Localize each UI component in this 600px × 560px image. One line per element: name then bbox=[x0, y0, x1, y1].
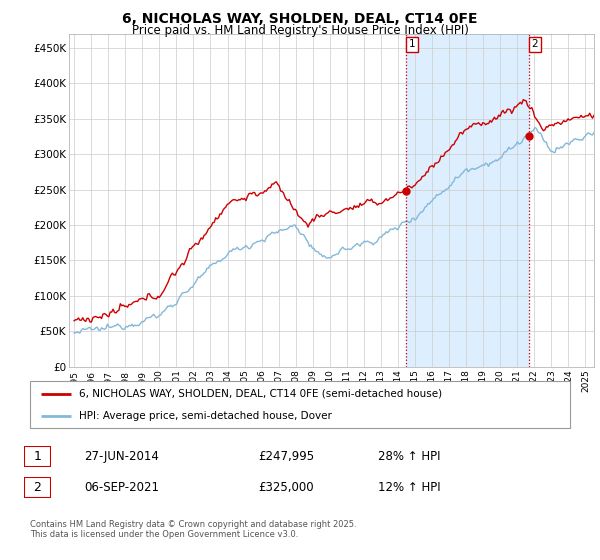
Text: 27-JUN-2014: 27-JUN-2014 bbox=[84, 450, 159, 463]
Text: £325,000: £325,000 bbox=[258, 480, 314, 494]
Text: 1: 1 bbox=[34, 450, 41, 463]
Text: 1: 1 bbox=[409, 39, 416, 49]
Text: Contains HM Land Registry data © Crown copyright and database right 2025.
This d: Contains HM Land Registry data © Crown c… bbox=[30, 520, 356, 539]
Text: HPI: Average price, semi-detached house, Dover: HPI: Average price, semi-detached house,… bbox=[79, 410, 331, 421]
Bar bbox=[406, 34, 529, 367]
Text: 2: 2 bbox=[532, 39, 538, 49]
Text: 28% ↑ HPI: 28% ↑ HPI bbox=[378, 450, 440, 463]
Text: 2: 2 bbox=[34, 480, 41, 494]
Text: 12% ↑ HPI: 12% ↑ HPI bbox=[378, 480, 440, 494]
FancyBboxPatch shape bbox=[24, 477, 51, 498]
Text: 6, NICHOLAS WAY, SHOLDEN, DEAL, CT14 0FE (semi-detached house): 6, NICHOLAS WAY, SHOLDEN, DEAL, CT14 0FE… bbox=[79, 389, 442, 399]
Text: Price paid vs. HM Land Registry's House Price Index (HPI): Price paid vs. HM Land Registry's House … bbox=[131, 24, 469, 36]
FancyBboxPatch shape bbox=[24, 446, 51, 467]
FancyBboxPatch shape bbox=[30, 381, 570, 428]
Text: £247,995: £247,995 bbox=[258, 450, 314, 463]
Text: 06-SEP-2021: 06-SEP-2021 bbox=[84, 480, 159, 494]
Text: 6, NICHOLAS WAY, SHOLDEN, DEAL, CT14 0FE: 6, NICHOLAS WAY, SHOLDEN, DEAL, CT14 0FE bbox=[122, 12, 478, 26]
